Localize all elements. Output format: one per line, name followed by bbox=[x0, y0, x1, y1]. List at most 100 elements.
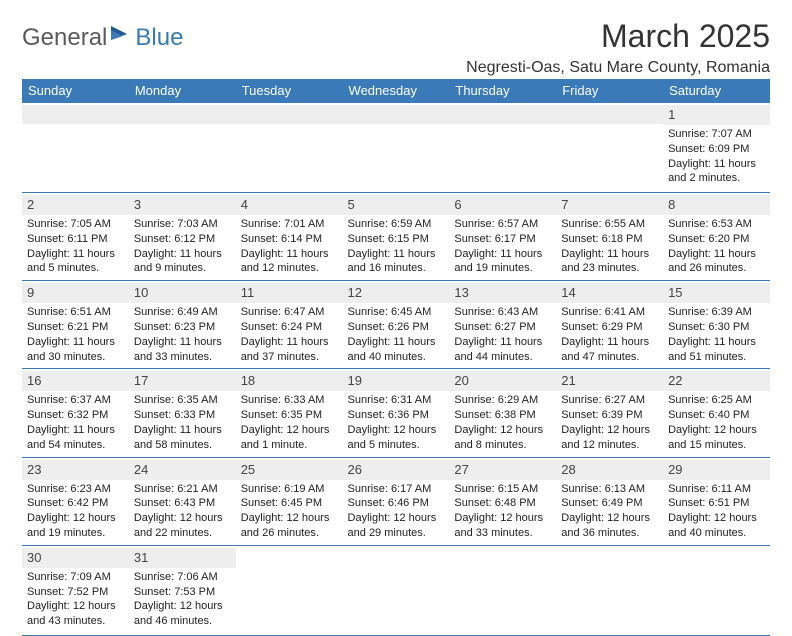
daylight-text: Daylight: 11 hours bbox=[561, 247, 658, 262]
logo-text-2: Blue bbox=[135, 24, 183, 52]
daylight-text: Daylight: 11 hours bbox=[27, 423, 124, 438]
sunset-text: Sunset: 6:48 PM bbox=[454, 496, 551, 511]
day-header: Wednesday bbox=[343, 79, 450, 103]
daylight-text: Daylight: 11 hours bbox=[561, 335, 658, 350]
daylight-text: Daylight: 12 hours bbox=[241, 511, 338, 526]
daylight-text: and 33 minutes. bbox=[134, 350, 231, 365]
calendar-row: 30Sunrise: 7:09 AMSunset: 7:52 PMDayligh… bbox=[22, 545, 770, 635]
daylight-text: Daylight: 11 hours bbox=[27, 247, 124, 262]
calendar-cell: 20Sunrise: 6:29 AMSunset: 6:38 PMDayligh… bbox=[449, 369, 556, 457]
daylight-text: Daylight: 11 hours bbox=[348, 247, 445, 262]
sunset-text: Sunset: 6:18 PM bbox=[561, 232, 658, 247]
calendar-cell: 22Sunrise: 6:25 AMSunset: 6:40 PMDayligh… bbox=[663, 369, 770, 457]
daylight-text: Daylight: 12 hours bbox=[561, 511, 658, 526]
sunset-text: Sunset: 6:09 PM bbox=[668, 142, 765, 157]
daylight-text: Daylight: 12 hours bbox=[134, 511, 231, 526]
daylight-text: and 9 minutes. bbox=[134, 261, 231, 276]
sunrise-text: Sunrise: 6:17 AM bbox=[348, 482, 445, 497]
sunset-text: Sunset: 6:46 PM bbox=[348, 496, 445, 511]
daylight-text: and 33 minutes. bbox=[454, 526, 551, 541]
daylight-text: Daylight: 12 hours bbox=[668, 511, 765, 526]
daylight-text: and 37 minutes. bbox=[241, 350, 338, 365]
daylight-text: and 12 minutes. bbox=[561, 438, 658, 453]
day-number: 26 bbox=[348, 462, 362, 477]
daylight-text: Daylight: 12 hours bbox=[27, 599, 124, 614]
daylight-text: and 40 minutes. bbox=[348, 350, 445, 365]
calendar-cell: 1Sunrise: 7:07 AMSunset: 6:09 PMDaylight… bbox=[663, 103, 770, 193]
daylight-text: and 26 minutes. bbox=[668, 261, 765, 276]
calendar-cell: 26 Sunrise: 6:17 AMSunset: 6:46 PMDayligh… bbox=[343, 457, 450, 545]
calendar-table: Sunday Monday Tuesday Wednesday Thursday… bbox=[22, 79, 770, 636]
sunset-text: Sunset: 6:38 PM bbox=[454, 408, 551, 423]
daylight-text: Daylight: 12 hours bbox=[454, 423, 551, 438]
daylight-text: and 16 minutes. bbox=[348, 261, 445, 276]
day-number: 2 bbox=[27, 197, 34, 212]
calendar-cell: 13Sunrise: 6:43 AMSunset: 6:27 PMDayligh… bbox=[449, 281, 556, 369]
sunrise-text: Sunrise: 6:57 AM bbox=[454, 217, 551, 232]
sunrise-text: Sunrise: 6:31 AM bbox=[348, 393, 445, 408]
calendar-cell bbox=[663, 545, 770, 635]
sunset-text: Sunset: 6:33 PM bbox=[134, 408, 231, 423]
sunset-text: Sunset: 7:52 PM bbox=[27, 585, 124, 600]
sunrise-text: Sunrise: 6:21 AM bbox=[134, 482, 231, 497]
sunset-text: Sunset: 6:45 PM bbox=[241, 496, 338, 511]
sunrise-text: Sunrise: 7:06 AM bbox=[134, 570, 231, 585]
daylight-text: and 12 minutes. bbox=[241, 261, 338, 276]
sunset-text: Sunset: 6:32 PM bbox=[27, 408, 124, 423]
day-number: 23 bbox=[27, 462, 41, 477]
sunrise-text: Sunrise: 6:43 AM bbox=[454, 305, 551, 320]
day-number: 28 bbox=[561, 462, 575, 477]
day-number: 7 bbox=[561, 197, 568, 212]
sunrise-text: Sunrise: 6:51 AM bbox=[27, 305, 124, 320]
day-number: 15 bbox=[668, 285, 682, 300]
sunrise-text: Sunrise: 7:09 AM bbox=[27, 570, 124, 585]
daylight-text: Daylight: 12 hours bbox=[348, 511, 445, 526]
day-number: 31 bbox=[134, 550, 148, 565]
day-number: 17 bbox=[134, 373, 148, 388]
day-number: 14 bbox=[561, 285, 575, 300]
calendar-cell: 17Sunrise: 6:35 AMSunset: 6:33 PMDayligh… bbox=[129, 369, 236, 457]
calendar-cell: 28Sunrise: 6:13 AMSunset: 6:49 PMDayligh… bbox=[556, 457, 663, 545]
daylight-text: Daylight: 11 hours bbox=[134, 247, 231, 262]
daylight-text: Daylight: 11 hours bbox=[454, 247, 551, 262]
calendar-cell bbox=[343, 103, 450, 193]
daylight-text: and 5 minutes. bbox=[27, 261, 124, 276]
calendar-cell: 10Sunrise: 6:49 AMSunset: 6:23 PMDayligh… bbox=[129, 281, 236, 369]
daylight-text: and 19 minutes. bbox=[454, 261, 551, 276]
sunset-text: Sunset: 6:15 PM bbox=[348, 232, 445, 247]
sunset-text: Sunset: 6:23 PM bbox=[134, 320, 231, 335]
daylight-text: Daylight: 11 hours bbox=[668, 247, 765, 262]
day-number: 13 bbox=[454, 285, 468, 300]
calendar-cell: 24Sunrise: 6:21 AMSunset: 6:43 PMDayligh… bbox=[129, 457, 236, 545]
sunset-text: Sunset: 6:24 PM bbox=[241, 320, 338, 335]
daylight-text: Daylight: 11 hours bbox=[134, 335, 231, 350]
sunrise-text: Sunrise: 6:11 AM bbox=[668, 482, 765, 497]
sunset-text: Sunset: 6:26 PM bbox=[348, 320, 445, 335]
calendar-cell: 25Sunrise: 6:19 AMSunset: 6:45 PMDayligh… bbox=[236, 457, 343, 545]
calendar-cell: 4Sunrise: 7:01 AMSunset: 6:14 PMDaylight… bbox=[236, 193, 343, 281]
daylight-text: and 43 minutes. bbox=[27, 614, 124, 629]
daylight-text: Daylight: 12 hours bbox=[134, 599, 231, 614]
calendar-cell: 19Sunrise: 6:31 AMSunset: 6:36 PMDayligh… bbox=[343, 369, 450, 457]
calendar-cell: 15Sunrise: 6:39 AMSunset: 6:30 PMDayligh… bbox=[663, 281, 770, 369]
daylight-text: Daylight: 12 hours bbox=[348, 423, 445, 438]
day-header: Tuesday bbox=[236, 79, 343, 103]
calendar-row: 2Sunrise: 7:05 AMSunset: 6:11 PMDaylight… bbox=[22, 193, 770, 281]
day-number: 27 bbox=[454, 462, 468, 477]
daylight-text: and 46 minutes. bbox=[134, 614, 231, 629]
calendar-cell: 16Sunrise: 6:37 AMSunset: 6:32 PMDayligh… bbox=[22, 369, 129, 457]
sunrise-text: Sunrise: 6:49 AM bbox=[134, 305, 231, 320]
daylight-text: and 29 minutes. bbox=[348, 526, 445, 541]
calendar-cell: 9Sunrise: 6:51 AMSunset: 6:21 PMDaylight… bbox=[22, 281, 129, 369]
sunrise-text: Sunrise: 6:45 AM bbox=[348, 305, 445, 320]
daylight-text: Daylight: 11 hours bbox=[348, 335, 445, 350]
day-number: 5 bbox=[348, 197, 355, 212]
daylight-text: Daylight: 12 hours bbox=[241, 423, 338, 438]
sunrise-text: Sunrise: 6:35 AM bbox=[134, 393, 231, 408]
calendar-cell bbox=[556, 545, 663, 635]
sunrise-text: Sunrise: 6:39 AM bbox=[668, 305, 765, 320]
day-number: 12 bbox=[348, 285, 362, 300]
day-number: 4 bbox=[241, 197, 248, 212]
sunrise-text: Sunrise: 6:15 AM bbox=[454, 482, 551, 497]
sunset-text: Sunset: 6:36 PM bbox=[348, 408, 445, 423]
